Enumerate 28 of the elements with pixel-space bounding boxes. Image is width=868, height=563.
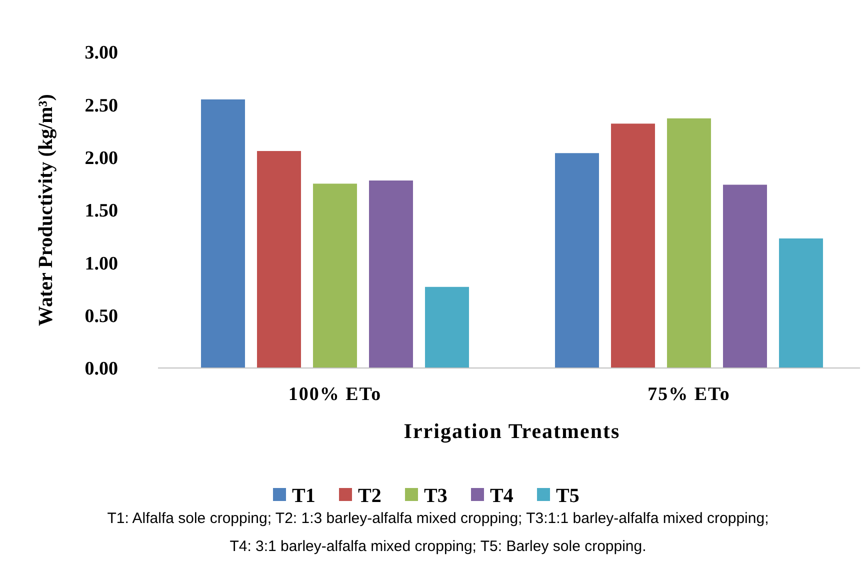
x-axis-title: Irrigation Treatments (404, 419, 620, 443)
bar (611, 124, 655, 368)
y-tick-label: 1.50 (84, 200, 118, 222)
legend-label: T2 (358, 485, 382, 507)
bar (723, 184, 767, 368)
y-tick-label: 3.00 (84, 42, 118, 64)
bar (667, 118, 711, 368)
x-tick-label: 75% ETo (648, 384, 730, 405)
bar (369, 180, 413, 368)
bar (201, 99, 245, 368)
y-tick-label: 2.50 (84, 95, 118, 116)
y-tick-label: 0.50 (84, 306, 118, 327)
y-tick-label: 2.00 (84, 148, 118, 169)
text: T1: Alfalfa sole cropping; T2: 1:3 barley-alfalfa mixed cropping; T3:1:1 barley-alfalfa mixed cropping; (107, 510, 769, 527)
x-tick-label: 100% ETo (288, 384, 382, 405)
y-tick-label: 0.00 (84, 358, 118, 380)
y-tick-label: 1.00 (84, 253, 118, 274)
bar (779, 238, 823, 368)
bar (257, 151, 301, 368)
legend-label: T5 (556, 485, 580, 507)
legend-label: T3 (424, 485, 448, 507)
legend-label: T1 (292, 485, 316, 507)
bar (313, 184, 357, 368)
y-axis-title: Water Productivity (kg/m³) (35, 94, 57, 326)
text: T4: 3:1 barley-alfalfa mixed cropping; T5: Barley sole cropping. (230, 538, 646, 555)
bar (555, 153, 599, 368)
bar (425, 286, 469, 368)
legend-label: T4 (490, 485, 514, 507)
